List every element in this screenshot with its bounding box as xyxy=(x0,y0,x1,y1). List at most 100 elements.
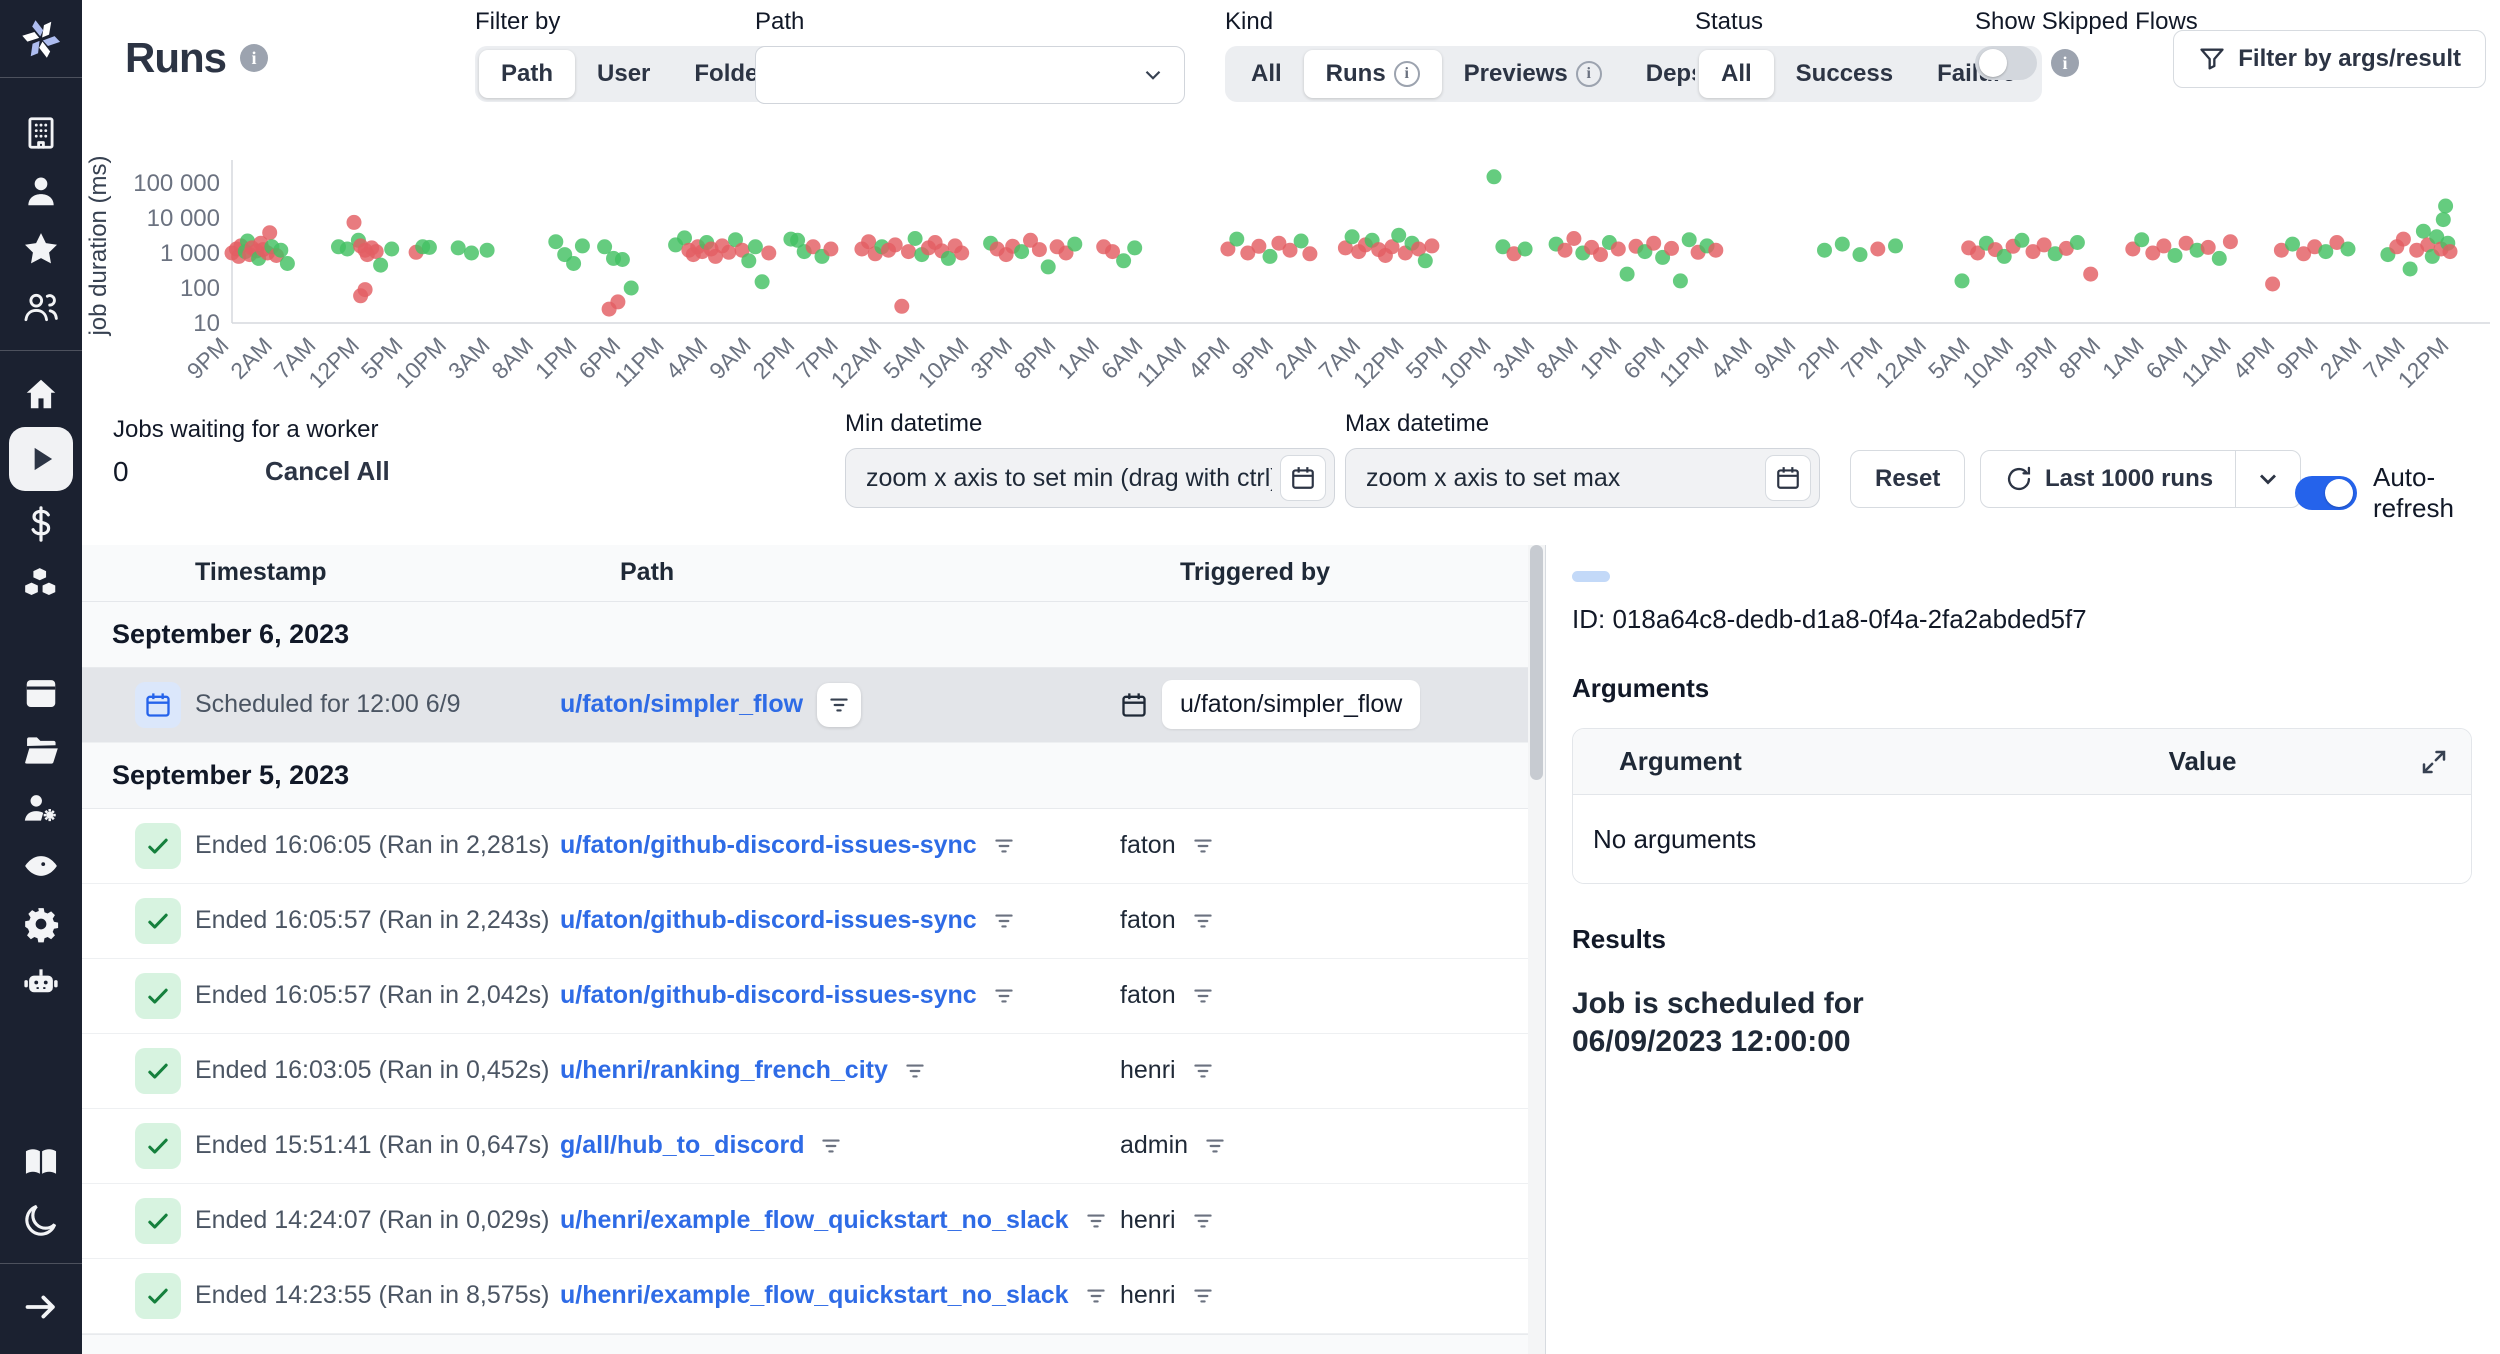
skipped-flows-info-icon[interactable]: i xyxy=(2051,49,2079,77)
kind-runs[interactable]: Runs i xyxy=(1303,50,1442,98)
scatter-point xyxy=(805,239,821,255)
filter-by-user-icon[interactable] xyxy=(1190,1283,1216,1309)
filter-by-user-icon[interactable] xyxy=(1190,833,1216,859)
scatter-point xyxy=(610,294,626,310)
expand-icon[interactable] xyxy=(2419,747,2471,777)
status-all[interactable]: All xyxy=(1699,50,1774,98)
sidebar-item-user[interactable] xyxy=(9,162,73,220)
filter-by-user-icon[interactable] xyxy=(1190,983,1216,1009)
svg-text:10 000: 10 000 xyxy=(147,205,220,232)
svg-text:1PM: 1PM xyxy=(1575,332,1627,384)
sidebar-item-favorites[interactable] xyxy=(9,220,73,278)
run-path-link[interactable]: u/henri/example_flow_quickstart_no_slack xyxy=(560,1206,1069,1235)
arguments-table: Argument Value No arguments xyxy=(1572,728,2472,884)
status-success[interactable]: Success xyxy=(1774,50,1915,98)
filter-by-path[interactable]: Path xyxy=(479,50,576,98)
filter-by-path-icon[interactable] xyxy=(991,983,1017,1009)
sidebar-item-folders[interactable] xyxy=(9,721,73,779)
run-timestamp: Ended 14:23:55 (Ran in 8,575s) xyxy=(195,1281,550,1310)
sidebar-divider xyxy=(0,1263,82,1264)
scatter-point xyxy=(1014,244,1030,260)
max-datetime-input[interactable]: zoom x axis to set max xyxy=(1345,448,1820,508)
filter-by-path-icon[interactable] xyxy=(1083,1208,1109,1234)
autorefresh-toggle[interactable] xyxy=(2295,476,2357,510)
min-datetime-input[interactable]: zoom x axis to set min (drag with ctrl) xyxy=(845,448,1335,508)
reset-button[interactable]: Reset xyxy=(1850,450,1966,508)
table-scrollbar[interactable] xyxy=(1528,545,1545,1354)
skipped-flows-toggle[interactable] xyxy=(1975,46,2037,80)
table-row[interactable]: Ended 16:05:57 (Ran in 2,243s) u/faton/gi… xyxy=(82,883,1528,959)
info-icon[interactable]: i xyxy=(1393,61,1420,87)
sidebar-item-members[interactable] xyxy=(9,278,73,336)
filter-by-user-icon[interactable] xyxy=(1202,1133,1228,1159)
sidebar-item-workers[interactable] xyxy=(9,953,73,1011)
sidebar-item-audit-logs[interactable] xyxy=(9,837,73,895)
run-path-link[interactable]: g/all/hub_to_discord xyxy=(560,1131,805,1160)
path-select[interactable] xyxy=(755,46,1185,104)
sidebar-item-settings[interactable] xyxy=(9,895,73,953)
filter-by-user-icon[interactable] xyxy=(1190,908,1216,934)
run-path-link[interactable]: u/faton/github-discord-issues-sync xyxy=(560,831,977,860)
scatter-point xyxy=(2069,235,2085,250)
calendar-icon[interactable] xyxy=(1765,455,1811,501)
funnel-icon xyxy=(2200,48,2224,70)
run-path-link[interactable]: u/henri/example_flow_quickstart_no_slack xyxy=(560,1281,1069,1310)
arrow-right-icon xyxy=(22,1288,60,1326)
kind-previews[interactable]: Previews i xyxy=(1442,50,1624,98)
autorefresh-label: Auto-refresh xyxy=(2373,462,2454,523)
runs-window-dropdown[interactable] xyxy=(2235,451,2300,507)
table-row[interactable]: Ended 15:51:41 (Ran in 0,647s) g/all/hub_… xyxy=(82,1108,1528,1184)
filter-by-user-icon[interactable] xyxy=(1190,1058,1216,1084)
sidebar-item-docs[interactable] xyxy=(9,1133,73,1191)
run-path-link[interactable]: u/faton/simpler_flow xyxy=(560,690,804,719)
runs-info-icon[interactable]: i xyxy=(240,44,268,72)
duration-scatter-chart[interactable]: job duration (ms) 100 000 10 000 1 000 100 10… xyxy=(82,140,2500,410)
sidebar-item-resources[interactable] xyxy=(9,553,73,611)
cancel-all-button[interactable]: Cancel All xyxy=(265,456,390,486)
filter-by-path-icon[interactable] xyxy=(902,1058,928,1084)
sidebar-item-home[interactable] xyxy=(9,365,73,423)
info-icon[interactable]: i xyxy=(1575,61,1602,87)
filter-by-user-icon[interactable] xyxy=(1190,1208,1216,1234)
scatter-point xyxy=(597,239,613,255)
table-row[interactable]: Scheduled for 12:00 6/9 u/faton/simpler_f… xyxy=(82,667,1528,743)
scatter-point xyxy=(1251,238,1267,254)
table-row[interactable]: Ended 16:05:57 (Ran in 2,042s) u/faton/gi… xyxy=(82,958,1528,1034)
scatter-point xyxy=(1384,239,1400,255)
date-group-header: September 5, 2023 xyxy=(82,742,1528,809)
sidebar-item-expand-sidebar[interactable] xyxy=(9,1278,73,1336)
windmill-logo-icon[interactable] xyxy=(0,0,82,78)
table-row[interactable]: Ended 14:24:07 (Ran in 0,029s) u/henri/ex… xyxy=(82,1183,1528,1259)
run-timestamp: Ended 16:03:05 (Ran in 0,452s) xyxy=(195,1056,550,1085)
filter-args-button[interactable]: Filter by args/result xyxy=(2173,30,2486,88)
success-check-icon xyxy=(135,1197,181,1244)
scatter-point xyxy=(421,239,437,255)
scatter-point xyxy=(2222,234,2238,250)
success-check-icon xyxy=(135,1272,181,1319)
sidebar-item-variables[interactable] xyxy=(9,495,73,553)
sidebar-item-dark-mode[interactable] xyxy=(9,1191,73,1249)
filter-by-path-icon[interactable] xyxy=(991,833,1017,859)
sidebar-item-workspace[interactable] xyxy=(9,104,73,162)
scatter-point xyxy=(623,280,639,296)
run-path-link[interactable]: u/faton/github-discord-issues-sync xyxy=(560,981,977,1010)
sidebar-item-runs[interactable] xyxy=(9,427,73,491)
runs-window-button[interactable]: Last 1000 runs xyxy=(1980,450,2302,508)
filter-by-path-button[interactable] xyxy=(817,682,862,727)
run-path-link[interactable]: u/faton/github-discord-issues-sync xyxy=(560,906,977,935)
kind-all[interactable]: All xyxy=(1229,50,1304,98)
sidebar-item-schedules[interactable] xyxy=(9,663,73,721)
table-row[interactable]: Ended 16:03:05 (Ran in 0,452s) u/henri/ra… xyxy=(82,1033,1528,1109)
table-row[interactable]: Ended 14:23:55 (Ran in 8,575s) u/henri/ex… xyxy=(82,1258,1528,1334)
run-path-link[interactable]: u/henri/ranking_french_city xyxy=(560,1056,888,1085)
calendar-icon[interactable] xyxy=(1280,455,1326,501)
sidebar-item-groups[interactable] xyxy=(9,779,73,837)
scatter-point xyxy=(1424,238,1440,254)
filter-by-user[interactable]: User xyxy=(575,50,672,98)
scrollbar-thumb[interactable] xyxy=(1530,545,1543,780)
filter-by-path-icon[interactable] xyxy=(991,908,1017,934)
table-row[interactable]: Ended 16:06:05 (Ran in 2,281s) u/faton/gi… xyxy=(82,808,1528,884)
column-triggered-by: Triggered by xyxy=(1180,558,1331,587)
filter-by-path-icon[interactable] xyxy=(818,1133,844,1159)
filter-by-path-icon[interactable] xyxy=(1083,1283,1109,1309)
